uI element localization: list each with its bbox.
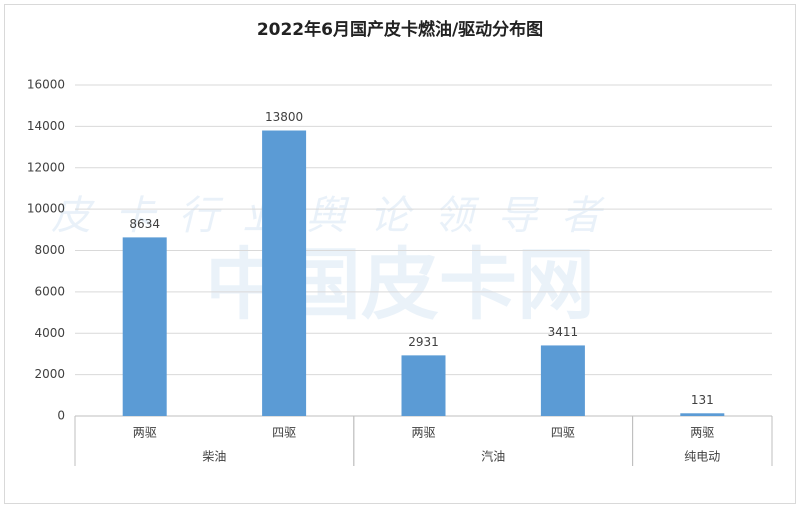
y-tick-label: 6000 <box>34 284 65 298</box>
group-label: 汽油 <box>481 449 505 464</box>
group-label: 纯电动 <box>684 450 720 464</box>
bar <box>122 237 167 416</box>
x-tick-label: 两驱 <box>133 426 157 440</box>
bar <box>262 130 307 416</box>
y-tick-label: 8000 <box>34 243 65 257</box>
y-tick-label: 4000 <box>34 326 65 340</box>
y-tick-label: 2000 <box>34 367 65 381</box>
bar <box>680 413 725 416</box>
x-tick-label: 四驱 <box>551 426 575 440</box>
data-label: 2931 <box>408 335 439 349</box>
y-tick-label: 0 <box>57 409 65 423</box>
x-tick-label: 两驱 <box>690 426 714 440</box>
data-label: 3411 <box>548 325 579 339</box>
group-label: 柴油 <box>202 450 226 464</box>
x-tick-label: 两驱 <box>411 426 435 440</box>
y-tick-label: 10000 <box>27 202 65 216</box>
x-tick-label: 四驱 <box>272 426 296 440</box>
data-label: 13800 <box>265 110 303 124</box>
bar <box>401 355 446 416</box>
y-tick-label: 14000 <box>27 119 65 133</box>
watermark: 皮卡行业舆论领导者 <box>51 193 605 239</box>
chart-title: 2022年6月国产皮卡燃油/驱动分布图 <box>257 19 543 40</box>
data-label: 131 <box>691 393 714 407</box>
bar <box>540 345 585 416</box>
y-tick-label: 12000 <box>27 160 65 174</box>
y-tick-label: 16000 <box>27 78 65 92</box>
data-label: 8634 <box>129 217 160 231</box>
